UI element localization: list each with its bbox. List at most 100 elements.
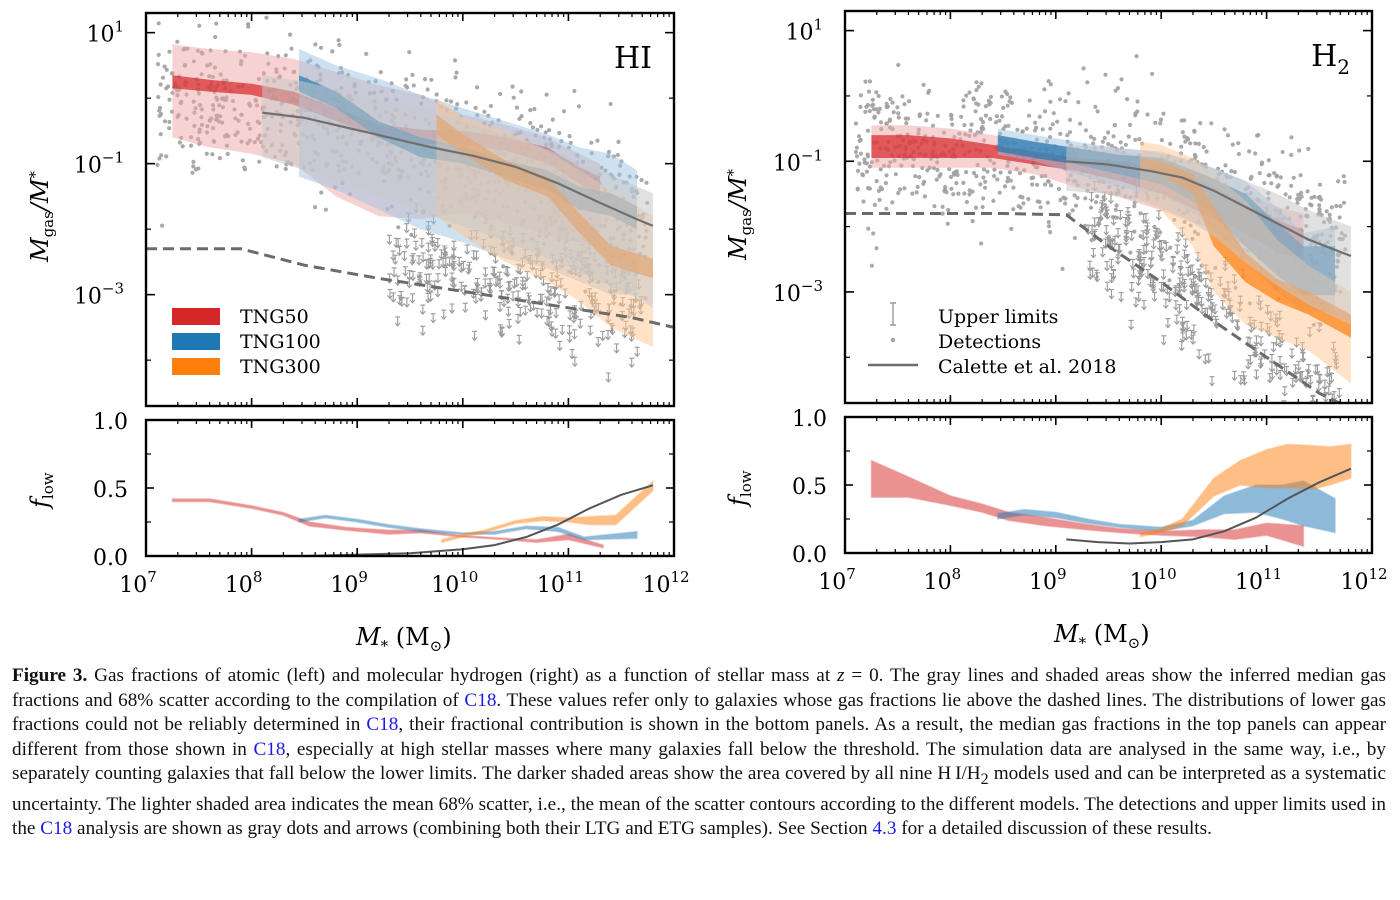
upper-limit-marker: [1307, 375, 1314, 386]
detection-point: [1257, 171, 1262, 176]
detection-point: [935, 167, 940, 172]
detection-point: [926, 90, 931, 95]
median-line-calette: [262, 111, 654, 227]
detection-point: [175, 39, 180, 44]
detection-point: [1040, 127, 1045, 132]
detection-point: [1102, 135, 1107, 141]
detection-point: [1196, 141, 1201, 146]
detection-point: [164, 154, 169, 159]
tick-exponent: −3: [102, 280, 124, 298]
detection-point: [900, 94, 905, 99]
upper-limit-marker: [418, 238, 425, 249]
legend-label: TNG100: [240, 331, 321, 353]
detection-point: [1150, 71, 1155, 76]
detection-point: [876, 110, 881, 115]
upper-limit-marker: [1128, 282, 1135, 293]
detection-point: [616, 139, 621, 144]
detection-point: [997, 118, 1002, 123]
detection-point: [1138, 211, 1143, 216]
detection-point: [156, 94, 161, 100]
upper-limit-marker: [1135, 275, 1142, 287]
detection-point: [978, 182, 983, 187]
citation-link-c18[interactable]: C18: [464, 689, 497, 711]
detection-point: [1316, 195, 1321, 200]
upper-limit-marker: [450, 240, 457, 252]
detection-point: [940, 211, 945, 216]
detection-point: [410, 72, 415, 77]
flow-band-tng100: [997, 480, 1336, 534]
upper-limit-marker: [387, 288, 393, 300]
detection-point: [1266, 158, 1271, 163]
upper-limit-marker: [1188, 329, 1195, 341]
detection-point: [1266, 173, 1271, 178]
upper-limit-marker: [1160, 269, 1167, 280]
section-link[interactable]: 4.3: [872, 818, 897, 840]
detection-point: [473, 105, 478, 110]
detection-point: [876, 93, 881, 99]
upper-limit-marker: [1117, 210, 1124, 221]
y-tick-label: 10−1: [773, 146, 823, 176]
detection-point: [1093, 104, 1098, 109]
upper-limit-marker: [519, 280, 526, 291]
detection-point: [1111, 134, 1116, 139]
detection-point: [156, 21, 161, 26]
threshold-dashed-line: [845, 212, 1343, 403]
detection-point: [318, 45, 324, 50]
upper-limit-marker: [549, 326, 555, 338]
upper-limit-marker: [1229, 312, 1236, 324]
upper-limit-marker: [1099, 247, 1106, 258]
scatter-band-tng50: [871, 125, 1304, 273]
detection-point: [976, 102, 981, 107]
y-tick-label: 10−3: [74, 280, 124, 310]
detection-point: [164, 67, 169, 72]
tick-exponent: 9: [358, 568, 368, 586]
upper-limit-marker: [1164, 318, 1171, 329]
detection-point: [1158, 117, 1164, 122]
detection-point: [1109, 143, 1115, 148]
detection-point: [1024, 126, 1029, 131]
detection-point: [1100, 139, 1105, 144]
upper-limit-marker: [1253, 369, 1260, 381]
detection-point: [323, 207, 328, 212]
detection-point: [857, 161, 862, 166]
upper-limit-marker: [1158, 240, 1165, 251]
detection-point: [1115, 86, 1121, 91]
detection-point: [378, 70, 383, 75]
detection-point: [1067, 130, 1073, 135]
detection-point: [910, 191, 915, 196]
upper-limit-marker: [1336, 388, 1343, 399]
upper-limit-marker: [1184, 320, 1191, 332]
upper-limit-marker: [1147, 257, 1154, 269]
detection-point: [860, 173, 866, 178]
x-tick-label: 108: [225, 568, 263, 598]
detection-point: [964, 199, 970, 205]
legend-swatch-tng50: [172, 308, 220, 325]
upper-limit-marker: [1245, 359, 1252, 370]
detection-point: [1236, 151, 1241, 157]
citation-link-c18[interactable]: C18: [253, 738, 286, 760]
upper-limit-marker: [1116, 243, 1123, 255]
upper-limit-marker: [401, 251, 408, 262]
detection-point: [955, 172, 960, 178]
detection-point: [1299, 190, 1304, 195]
detection-point: [1118, 140, 1123, 145]
upper-limit-marker: [398, 290, 405, 302]
detection-point: [861, 199, 866, 204]
detection-point: [974, 174, 979, 179]
detection-point: [1018, 194, 1023, 199]
detection-point: [864, 161, 869, 166]
detection-point: [1278, 175, 1283, 180]
upper-limit-marker: [391, 267, 398, 278]
x-tick-label: 108: [924, 565, 962, 595]
detection-point: [1085, 80, 1090, 85]
detection-point: [896, 191, 901, 196]
detection-point: [1031, 175, 1036, 180]
upper-limit-marker: [1104, 281, 1111, 293]
detection-point: [196, 166, 201, 171]
detection-point: [964, 93, 969, 98]
citation-link-c18[interactable]: C18: [40, 818, 73, 840]
detection-point: [895, 105, 900, 110]
upper-limit-marker: [556, 294, 563, 305]
upper-limit-marker: [390, 292, 397, 303]
citation-link-c18[interactable]: C18: [366, 714, 399, 736]
